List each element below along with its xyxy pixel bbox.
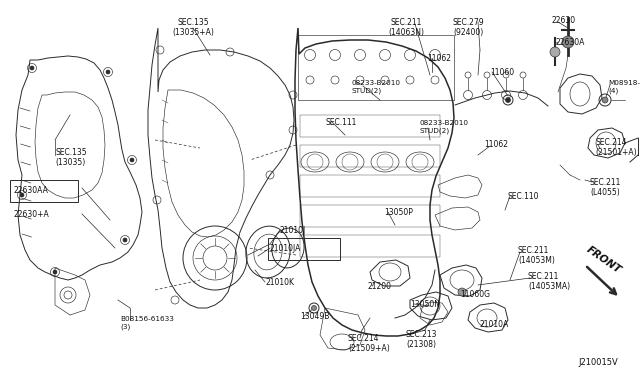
Circle shape — [458, 288, 466, 296]
Text: SEC.135
(13035+A): SEC.135 (13035+A) — [172, 18, 214, 38]
Text: 21010J: 21010J — [280, 226, 307, 235]
Text: 13050P: 13050P — [384, 208, 413, 217]
Circle shape — [53, 270, 57, 274]
Text: 08233-B2010
STUD(2): 08233-B2010 STUD(2) — [420, 120, 469, 134]
Text: SEC.211
(14063N): SEC.211 (14063N) — [388, 18, 424, 38]
Text: FRONT: FRONT — [585, 244, 623, 276]
Text: 11060: 11060 — [490, 68, 514, 77]
Text: 22630A: 22630A — [555, 38, 584, 47]
Circle shape — [562, 36, 574, 48]
Text: 22630+A: 22630+A — [14, 210, 50, 219]
Text: SEC.135
(13035): SEC.135 (13035) — [55, 148, 86, 167]
Text: SEC.211
(14053MA): SEC.211 (14053MA) — [528, 272, 570, 291]
Text: 13050N: 13050N — [410, 300, 440, 309]
Text: J210015V: J210015V — [578, 358, 618, 367]
Text: SEC.279
(92400): SEC.279 (92400) — [452, 18, 484, 38]
Text: 13049B: 13049B — [300, 312, 330, 321]
Circle shape — [506, 97, 511, 103]
Text: 21010K: 21010K — [265, 278, 294, 287]
Text: 11060G: 11060G — [460, 290, 490, 299]
Circle shape — [30, 66, 34, 70]
Text: 22630: 22630 — [551, 16, 575, 25]
Circle shape — [312, 305, 317, 311]
Text: 21200: 21200 — [368, 282, 392, 291]
Text: SEC.211
(L4055): SEC.211 (L4055) — [590, 178, 621, 198]
Circle shape — [130, 158, 134, 162]
Circle shape — [550, 47, 560, 57]
Text: B08156-61633
(3): B08156-61633 (3) — [120, 316, 174, 330]
Text: SEC.213
(21308): SEC.213 (21308) — [406, 330, 438, 349]
Text: 08233-B2010
STUD(2): 08233-B2010 STUD(2) — [352, 80, 401, 93]
Text: SEC.214
(21501+A): SEC.214 (21501+A) — [595, 138, 637, 157]
Circle shape — [106, 70, 110, 74]
Text: 11062: 11062 — [484, 140, 508, 149]
Text: SEC.110: SEC.110 — [507, 192, 538, 201]
Text: 11062: 11062 — [427, 54, 451, 63]
Circle shape — [602, 97, 608, 103]
Text: SEC.211
(14053M): SEC.211 (14053M) — [518, 246, 555, 265]
Text: SEC.111: SEC.111 — [325, 118, 356, 127]
Text: 22630AA: 22630AA — [14, 186, 49, 195]
Circle shape — [123, 238, 127, 242]
Bar — [10, 180, 78, 202]
Circle shape — [20, 193, 24, 197]
Text: 21010JA: 21010JA — [270, 244, 301, 253]
Text: SEC.214
(21509+A): SEC.214 (21509+A) — [348, 334, 390, 353]
Text: 21010A: 21010A — [480, 320, 509, 329]
Bar — [268, 238, 340, 260]
Text: M08918-3081A
(4): M08918-3081A (4) — [608, 80, 640, 93]
